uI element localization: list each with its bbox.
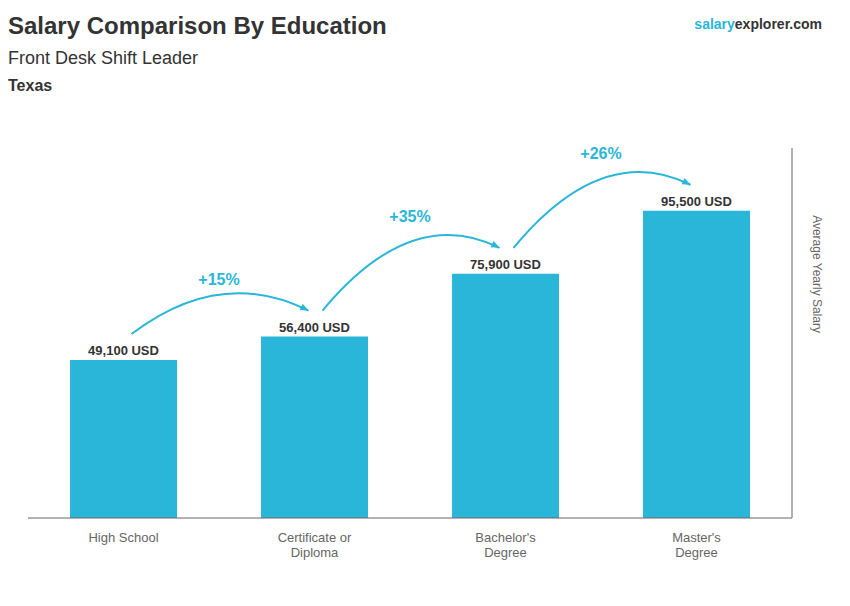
svg-text:Master'sDegree: Master'sDegree [672, 530, 721, 560]
svg-text:+15%: +15% [198, 271, 239, 288]
svg-text:49,100 USD: 49,100 USD [88, 343, 159, 358]
svg-text:Bachelor'sDegree: Bachelor'sDegree [475, 530, 536, 560]
html-text:Texas: Texas [8, 77, 53, 94]
html-text:Front Desk Shift Leader: Front Desk Shift Leader [8, 48, 199, 68]
svg-text:75,900 USD: 75,900 USD [470, 257, 541, 272]
svg-text:+26%: +26% [580, 145, 621, 162]
svg-text:Certificate orDiploma: Certificate orDiploma [278, 530, 352, 560]
html-text:Salary Comparison By Education: Salary Comparison By Education [8, 12, 387, 39]
svg-text:56,400 USD: 56,400 USD [279, 320, 350, 335]
svg-text:95,500 USD: 95,500 USD [661, 194, 732, 209]
html-text:salary explorer.com: salary explorer.com [694, 16, 822, 32]
svg-text:High School: High School [88, 530, 158, 545]
svg-text:+35%: +35% [389, 208, 430, 225]
svg-text:Average Yearly Salary: Average Yearly Salary [810, 215, 824, 333]
